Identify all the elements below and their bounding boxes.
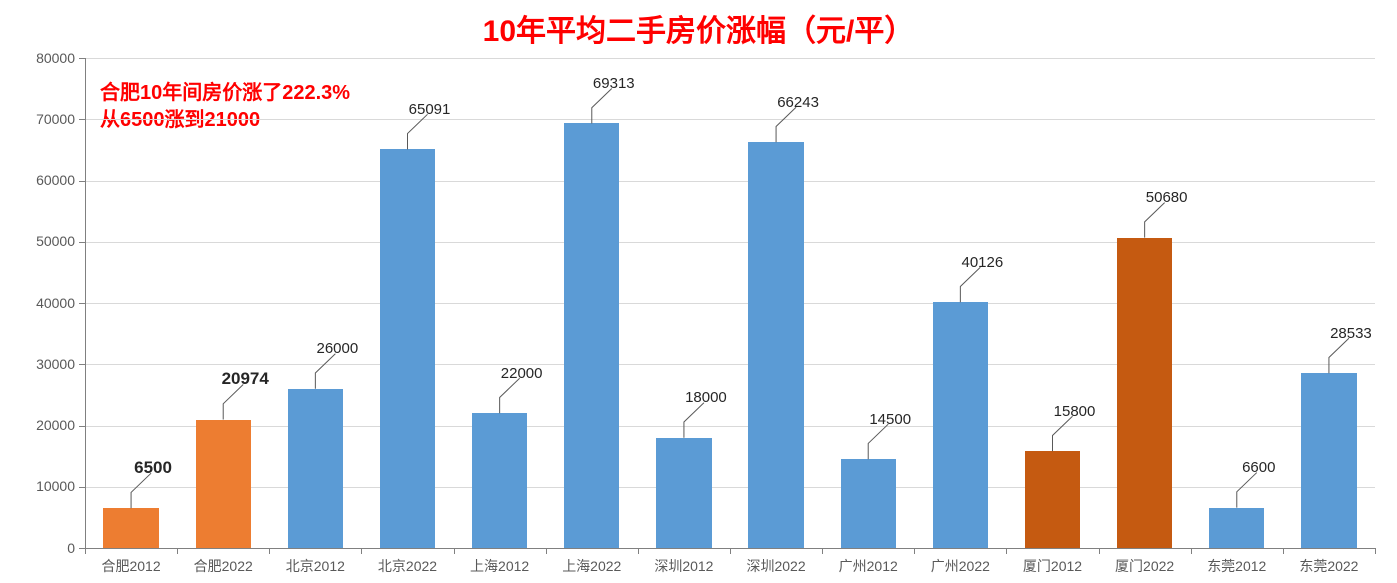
x-tick-mark bbox=[638, 548, 639, 554]
bar bbox=[472, 413, 527, 548]
bar bbox=[564, 123, 619, 548]
x-tick-label: 北京2022 bbox=[361, 556, 453, 576]
x-tick-mark bbox=[177, 548, 178, 554]
y-tick-label: 20000 bbox=[36, 417, 75, 433]
y-tick-label: 70000 bbox=[36, 111, 75, 127]
x-tick-mark bbox=[361, 548, 362, 554]
data-label: 20974 bbox=[222, 369, 269, 389]
data-label: 28533 bbox=[1330, 325, 1372, 342]
y-tick-label: 30000 bbox=[36, 356, 75, 372]
y-tick-label: 40000 bbox=[36, 295, 75, 311]
x-tick-label: 合肥2012 bbox=[85, 556, 177, 576]
bar bbox=[1209, 508, 1264, 548]
y-tick-label: 10000 bbox=[36, 478, 75, 494]
gridline bbox=[85, 58, 1375, 59]
x-tick-label: 厦门2022 bbox=[1099, 556, 1191, 576]
data-label: 14500 bbox=[869, 411, 911, 428]
x-tick-label: 广州2012 bbox=[822, 556, 914, 576]
gridline bbox=[85, 426, 1375, 427]
bar bbox=[1117, 238, 1172, 548]
x-tick-mark bbox=[454, 548, 455, 554]
x-tick-mark bbox=[546, 548, 547, 554]
x-tick-mark bbox=[1283, 548, 1284, 554]
data-label: 6500 bbox=[134, 458, 172, 478]
gridline bbox=[85, 364, 1375, 365]
y-tick-label: 60000 bbox=[36, 172, 75, 188]
x-tick-label: 北京2012 bbox=[269, 556, 361, 576]
x-tick-label: 深圳2022 bbox=[730, 556, 822, 576]
data-label: 50680 bbox=[1146, 189, 1188, 206]
bar bbox=[748, 142, 803, 548]
data-label: 65091 bbox=[409, 101, 451, 118]
data-label: 26000 bbox=[316, 340, 358, 357]
x-tick-label: 合肥2022 bbox=[177, 556, 269, 576]
data-label: 15800 bbox=[1054, 403, 1096, 420]
data-label: 69313 bbox=[593, 75, 635, 92]
gridline bbox=[85, 119, 1375, 120]
x-tick-label: 上海2012 bbox=[454, 556, 546, 576]
data-label: 18000 bbox=[685, 389, 727, 406]
x-tick-mark bbox=[1191, 548, 1192, 554]
gridline bbox=[85, 181, 1375, 182]
bar bbox=[841, 459, 896, 548]
bar bbox=[656, 438, 711, 548]
y-tick-label: 50000 bbox=[36, 233, 75, 249]
x-tick-mark bbox=[85, 548, 86, 554]
bar bbox=[1301, 373, 1356, 548]
y-tick-label: 0 bbox=[67, 540, 75, 556]
x-tick-mark bbox=[914, 548, 915, 554]
data-label: 22000 bbox=[501, 365, 543, 382]
x-tick-label: 厦门2012 bbox=[1006, 556, 1098, 576]
bar bbox=[196, 420, 251, 548]
x-tick-mark bbox=[1375, 548, 1376, 554]
data-label: 40126 bbox=[961, 254, 1003, 271]
gridline bbox=[85, 487, 1375, 488]
chart-title: 10年平均二手房价涨幅（元/平） bbox=[0, 6, 1397, 50]
data-label: 6600 bbox=[1242, 459, 1275, 476]
y-axis-line bbox=[85, 58, 86, 548]
bar bbox=[288, 389, 343, 548]
x-tick-label: 上海2022 bbox=[546, 556, 638, 576]
chart-wrapper: 10年平均二手房价涨幅（元/平） 合肥10年间房价涨了222.3% 从6500涨… bbox=[0, 0, 1397, 583]
y-tick-label: 80000 bbox=[36, 50, 75, 66]
bar bbox=[380, 149, 435, 548]
x-tick-mark bbox=[1099, 548, 1100, 554]
data-label: 66243 bbox=[777, 94, 819, 111]
x-tick-mark bbox=[822, 548, 823, 554]
x-tick-mark bbox=[730, 548, 731, 554]
gridline bbox=[85, 303, 1375, 304]
bar bbox=[1025, 451, 1080, 548]
bar bbox=[933, 302, 988, 548]
x-tick-label: 深圳2012 bbox=[638, 556, 730, 576]
x-tick-label: 广州2022 bbox=[914, 556, 1006, 576]
gridline bbox=[85, 242, 1375, 243]
x-tick-label: 东莞2022 bbox=[1283, 556, 1375, 576]
bar bbox=[103, 508, 158, 548]
x-tick-mark bbox=[1006, 548, 1007, 554]
x-tick-mark bbox=[269, 548, 270, 554]
x-tick-label: 东莞2012 bbox=[1191, 556, 1283, 576]
